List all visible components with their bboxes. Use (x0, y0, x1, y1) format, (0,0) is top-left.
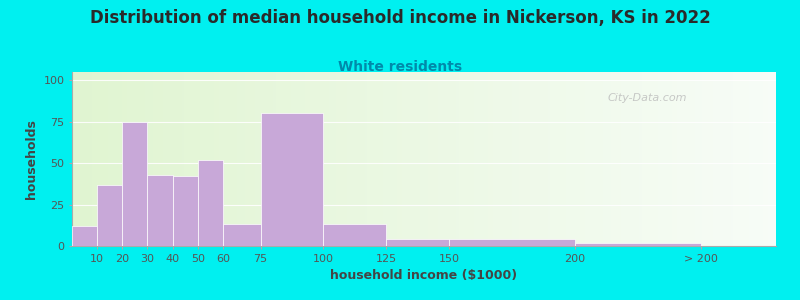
X-axis label: household income ($1000): household income ($1000) (330, 269, 518, 282)
Bar (261, 113, 323, 246)
Bar (386, 239, 449, 246)
Text: Distribution of median household income in Nickerson, KS in 2022: Distribution of median household income … (90, 9, 710, 27)
Bar (223, 224, 261, 246)
Text: White residents: White residents (338, 60, 462, 74)
Bar (72, 226, 97, 246)
Bar (449, 239, 575, 246)
Bar (122, 122, 147, 246)
Bar (323, 224, 386, 246)
Bar (575, 243, 701, 246)
Bar (198, 160, 223, 246)
Bar (97, 185, 122, 246)
Y-axis label: households: households (25, 119, 38, 199)
Bar (147, 175, 173, 246)
Text: City-Data.com: City-Data.com (607, 93, 686, 103)
Bar (173, 176, 198, 246)
